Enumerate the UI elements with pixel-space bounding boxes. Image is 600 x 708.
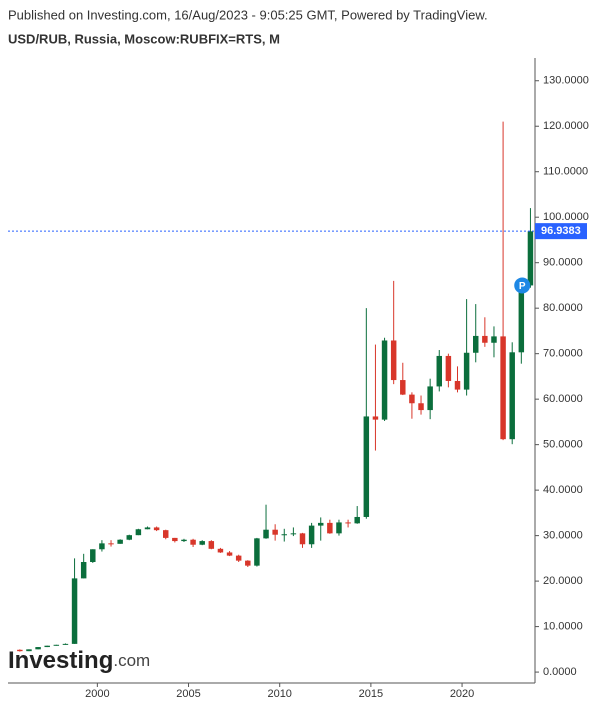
candle-body [44, 645, 50, 648]
candle-body [108, 543, 114, 545]
y-tick-label: 110.0000 [543, 166, 588, 178]
candle-body [80, 562, 87, 579]
last-price-label: 96.9383 [541, 225, 581, 237]
candle-body [372, 416, 379, 420]
x-tick-label: 2010 [267, 688, 291, 700]
candle-body [354, 516, 360, 524]
last-price-box [535, 223, 587, 240]
candle-body [117, 539, 123, 544]
candle-body [381, 340, 388, 420]
y-tick-label: 50.0000 [543, 439, 583, 451]
candle-body [71, 578, 78, 644]
candle-body [208, 541, 215, 549]
candle-body [172, 537, 178, 542]
candle-body [400, 380, 406, 395]
candle-body [500, 336, 506, 440]
candle-body [217, 548, 224, 553]
candle-body [263, 529, 269, 539]
candle-body [126, 535, 132, 540]
candle-body [62, 643, 69, 645]
y-tick-label: 30.0000 [543, 530, 583, 542]
chart-subtitle: USD/RUB, Russia, Moscow:RUBFIX=RTS, M [8, 31, 280, 46]
candle-body [163, 530, 169, 538]
x-tick-label: 2020 [450, 688, 474, 700]
candle-body [418, 403, 424, 411]
candle-body [463, 352, 470, 390]
candle-body [245, 560, 251, 566]
candle-body [226, 552, 233, 556]
candle-body [254, 538, 260, 566]
y-tick-label: 70.0000 [543, 348, 583, 360]
candle-body [345, 522, 351, 524]
y-tick-label: 60.0000 [543, 393, 583, 405]
candle-body [53, 644, 60, 646]
y-tick-label: 0.0000 [543, 666, 577, 678]
candle-body [281, 534, 287, 536]
candle-body [17, 649, 23, 652]
candle-body [327, 522, 333, 534]
candle-body [509, 352, 515, 440]
x-tick-label: 2005 [176, 688, 200, 700]
candle-body [144, 527, 151, 530]
candle-body [181, 539, 187, 542]
candle-body [409, 394, 415, 404]
candle-body [153, 527, 160, 531]
watermark: Investing.com [8, 647, 150, 674]
candle-body [299, 533, 306, 545]
candle-body [190, 539, 196, 545]
x-tick-label: 2000 [85, 688, 109, 700]
y-tick-label: 80.0000 [543, 302, 583, 314]
y-tick-label: 100.0000 [543, 211, 589, 223]
candle-body [272, 529, 278, 535]
candle-body [235, 555, 242, 561]
candle-body [427, 386, 433, 411]
candle-body [26, 649, 32, 652]
marker [514, 277, 531, 294]
candle-body [35, 647, 41, 650]
candle-body [454, 380, 461, 390]
candle-body [363, 416, 370, 517]
candle-body [199, 541, 205, 545]
candle-body [445, 355, 452, 381]
candle-body [390, 340, 397, 381]
chart-title: Published on Investing.com, 16/Aug/2023 … [8, 7, 488, 22]
y-tick-label: 120.0000 [543, 120, 589, 132]
x-tick-label: 2015 [359, 688, 383, 700]
candle-body [436, 355, 442, 387]
candle-body [308, 525, 315, 545]
candle-body [527, 231, 534, 286]
candle-body [135, 529, 142, 536]
y-tick-label: 20.0000 [543, 575, 583, 587]
y-tick-label: 130.0000 [543, 75, 589, 87]
candle-body [473, 335, 479, 353]
candle-body [290, 533, 297, 535]
candle-body [482, 335, 488, 343]
y-tick-label: 10.0000 [543, 621, 583, 633]
candle-body [99, 543, 105, 550]
candle-body [518, 285, 525, 353]
candle-body [336, 522, 342, 534]
y-tick-label: 40.0000 [543, 484, 583, 496]
y-tick-label: 90.0000 [543, 257, 583, 269]
marker-label: P [519, 281, 526, 292]
candle-body [318, 522, 324, 526]
candle-body [491, 336, 497, 343]
candle-body [90, 549, 96, 563]
